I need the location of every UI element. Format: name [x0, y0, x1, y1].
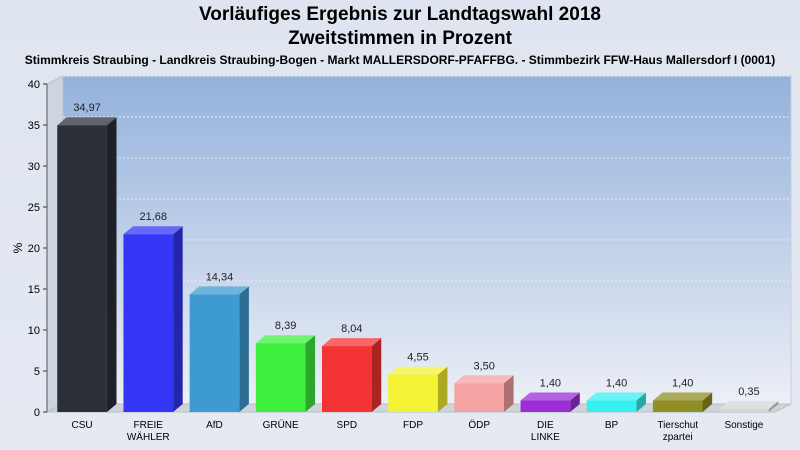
- x-tick-label: Sonstige: [724, 420, 763, 431]
- x-tick-label: Tierschut: [657, 420, 698, 431]
- x-tick-label: SPD: [337, 420, 358, 431]
- bar: [322, 338, 382, 412]
- y-tick-label: 5: [34, 366, 40, 378]
- bar-top: [322, 338, 382, 347]
- chart-subtitle: Zweitstimmen in Prozent: [288, 28, 512, 49]
- data-label: 34,97: [73, 102, 101, 114]
- bar-top: [57, 117, 117, 126]
- bar-front: [388, 374, 438, 412]
- bar-front: [586, 400, 637, 412]
- data-label: 1,40: [672, 378, 693, 390]
- bar-front: [57, 125, 107, 412]
- y-tick-label: 0: [34, 407, 40, 419]
- chart-title: Vorläufiges Ergebnis zur Landtagswahl 20…: [199, 4, 601, 25]
- y-tick-label: 15: [28, 284, 40, 296]
- x-tick-label: DIE: [537, 420, 554, 431]
- bar-top: [520, 392, 580, 401]
- data-label: 4,55: [407, 352, 428, 364]
- bar-side: [768, 401, 779, 412]
- x-tick-label: FDP: [403, 420, 423, 431]
- bar-side: [305, 335, 316, 412]
- bar-side: [239, 286, 249, 412]
- x-tick-label: ÖDP: [468, 419, 490, 431]
- x-tick-label: AfD: [206, 420, 223, 431]
- bar-side: [371, 338, 382, 412]
- bar: [388, 366, 448, 412]
- y-tick-label: 20: [28, 243, 40, 255]
- bar-front: [123, 234, 174, 412]
- y-axis-label: %: [11, 242, 25, 253]
- data-label: 1,40: [606, 378, 627, 390]
- data-label: 0,35: [738, 386, 759, 398]
- bar: [454, 375, 514, 412]
- bar-top: [652, 392, 713, 401]
- chart-subsubtitle: Stimmkreis Straubing - Landkreis Straubi…: [24, 53, 776, 67]
- bar-side: [173, 226, 183, 412]
- bar-side: [636, 392, 646, 412]
- bar-front: [719, 409, 769, 412]
- bar-side: [504, 375, 514, 412]
- x-tick-label: CSU: [72, 420, 93, 431]
- bar-top: [719, 401, 779, 410]
- bar-front: [322, 346, 372, 412]
- y-tick-label: 25: [28, 202, 40, 214]
- data-label: 8,39: [275, 320, 296, 332]
- bar-front: [652, 400, 703, 412]
- bar: [123, 226, 183, 412]
- data-label: 1,40: [540, 378, 561, 390]
- bar-front: [454, 383, 504, 412]
- x-tick-label: WÄHLER: [127, 431, 170, 443]
- bar-top: [586, 392, 646, 401]
- bar: [520, 392, 580, 412]
- data-label: 21,68: [140, 211, 168, 223]
- bar-top: [123, 226, 183, 235]
- x-tick-label: zpartei: [663, 432, 693, 443]
- bar-top: [255, 335, 316, 344]
- bar: [652, 392, 713, 412]
- bar-top: [388, 366, 448, 375]
- data-label: 14,34: [206, 271, 234, 283]
- bar: [57, 117, 117, 412]
- x-tick-label: LINKE: [531, 432, 560, 443]
- bar: [586, 392, 646, 412]
- data-label: 3,50: [473, 360, 494, 372]
- bar: [719, 401, 779, 412]
- x-tick-label: FREIE: [134, 420, 164, 431]
- y-tick-label: 40: [28, 79, 40, 91]
- bar-top: [454, 375, 514, 384]
- bar-top: [189, 286, 249, 295]
- x-tick-label: GRÜNE: [263, 419, 299, 431]
- bar: [189, 286, 249, 412]
- y-tick-label: 30: [28, 161, 40, 173]
- bar-side: [702, 392, 713, 412]
- bar-front: [255, 343, 306, 412]
- bar-side: [570, 392, 580, 412]
- bar-front: [520, 400, 571, 412]
- x-tick-label: BP: [605, 420, 619, 431]
- y-tick-label: 35: [28, 120, 40, 132]
- bar-front: [189, 294, 240, 412]
- y-tick-label: 10: [28, 325, 40, 337]
- data-label: 8,04: [341, 323, 362, 335]
- bar: [255, 335, 316, 412]
- bar-side: [106, 117, 117, 412]
- bar-side: [437, 366, 448, 412]
